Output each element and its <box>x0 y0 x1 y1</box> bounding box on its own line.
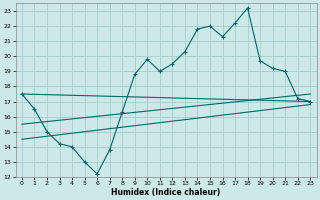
X-axis label: Humidex (Indice chaleur): Humidex (Indice chaleur) <box>111 188 221 197</box>
